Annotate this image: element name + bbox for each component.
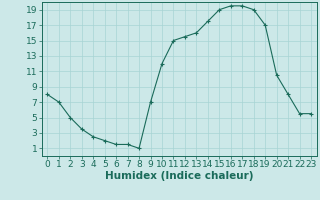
X-axis label: Humidex (Indice chaleur): Humidex (Indice chaleur): [105, 171, 253, 181]
